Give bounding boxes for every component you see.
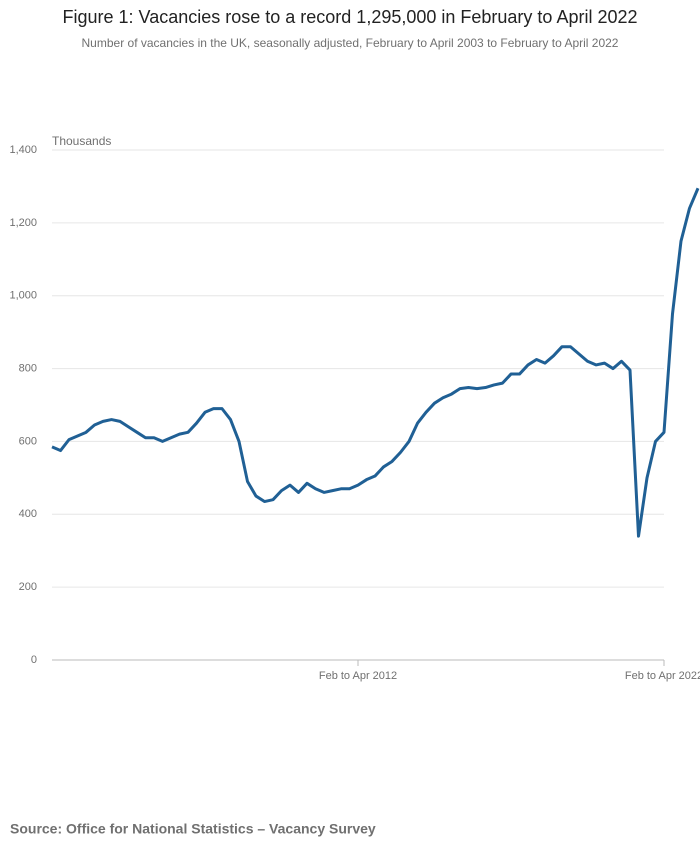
y-tick-label: 1,200 [9,217,37,229]
x-tick-label: Feb to Apr 2022 [625,670,700,682]
y-tick-label: 600 [19,435,37,447]
source: Source: Office for National Statistics –… [10,821,376,837]
y-tick-label: 200 [19,581,37,593]
y-tick-label: 1,400 [9,144,37,156]
y-tick-label: 800 [19,362,37,374]
chart-subtitle: Number of vacancies in the UK, seasonall… [82,36,619,50]
chart-title: Figure 1: Vacancies rose to a record 1,2… [63,7,638,27]
y-tick-label: 400 [19,508,37,520]
y-tick-label: 1,000 [9,290,37,302]
y-axis-label: Thousands [52,134,111,148]
y-tick-label: 0 [31,654,37,666]
x-tick-label: Feb to Apr 2012 [319,670,397,682]
line [51,187,700,538]
